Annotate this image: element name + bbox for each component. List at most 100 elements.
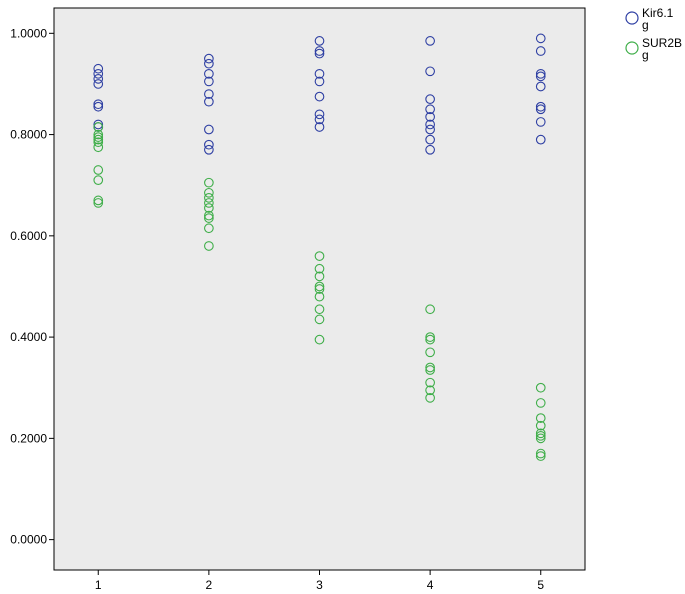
data-point (93, 132, 104, 142)
legend-label: g (642, 48, 649, 62)
data-point (535, 71, 546, 82)
data-point (204, 203, 214, 213)
data-point (204, 177, 214, 188)
data-point (425, 104, 435, 115)
data-point (314, 251, 325, 261)
data-point (204, 187, 214, 198)
data-point (535, 134, 546, 145)
data-point (93, 79, 104, 89)
data-point (204, 241, 214, 251)
data-point (535, 46, 546, 56)
data-point (314, 91, 325, 102)
y-tick-label: 0.8000 (10, 128, 47, 142)
x-tick-label: 2 (206, 578, 213, 592)
data-point (204, 213, 214, 223)
data-point (535, 101, 546, 112)
data-point (535, 413, 546, 423)
legend-label: SUR2B (642, 36, 682, 50)
data-point (535, 433, 546, 444)
data-point (425, 66, 435, 77)
data-point (204, 144, 214, 155)
data-point (425, 119, 435, 130)
data-point (314, 109, 325, 120)
data-point (425, 362, 435, 373)
data-point (314, 284, 325, 294)
data-point (425, 36, 435, 46)
x-tick-label: 4 (427, 578, 434, 592)
legend-label: g (642, 18, 649, 32)
data-point (314, 314, 325, 325)
data-point (93, 101, 104, 112)
data-point (204, 193, 214, 203)
data-point (314, 263, 325, 274)
data-point (204, 96, 214, 107)
legend-marker (625, 41, 639, 55)
data-point (535, 382, 546, 393)
x-tick-label: 1 (95, 578, 102, 592)
data-point (425, 365, 435, 375)
data-point (425, 112, 435, 122)
data-point (535, 33, 546, 44)
legend-item: Kir6.1g (625, 6, 674, 32)
data-points (93, 33, 546, 461)
series-kir6-1 (93, 33, 546, 155)
x-tick-label: 3 (316, 578, 323, 592)
data-point (425, 124, 435, 135)
data-point (314, 304, 325, 315)
data-point (314, 114, 325, 125)
data-point (93, 195, 104, 206)
data-point (314, 68, 325, 79)
data-point (535, 117, 546, 127)
data-point (535, 420, 546, 431)
data-point (204, 223, 214, 234)
data-point (93, 122, 104, 132)
plot-area (53, 7, 586, 571)
legend-label: Kir6.1 (642, 6, 674, 20)
data-point (204, 58, 214, 69)
data-point (314, 76, 325, 87)
data-point (93, 68, 104, 79)
x-tick-label: 5 (537, 578, 544, 592)
data-point (204, 68, 214, 79)
data-point (93, 129, 104, 140)
data-point (93, 119, 104, 130)
data-point (314, 291, 325, 302)
data-point (204, 124, 214, 135)
data-point (93, 165, 104, 175)
data-point (535, 68, 546, 79)
data-point (425, 94, 435, 104)
data-point (314, 271, 325, 282)
data-point (314, 36, 325, 46)
data-point (93, 142, 104, 153)
data-point (204, 76, 214, 87)
axes: 0.0000 0.2000 0.4000 0.6000 0.8000 1.0000 1 2 3 4… (10, 26, 544, 592)
data-point (425, 393, 435, 403)
data-point (425, 304, 435, 315)
y-tick-label: 0.4000 (10, 330, 47, 344)
data-point (93, 137, 104, 148)
data-point (204, 53, 214, 64)
data-point (314, 334, 325, 345)
data-point (204, 89, 214, 99)
data-point (204, 198, 214, 208)
data-point (314, 46, 325, 56)
data-point (425, 334, 435, 345)
data-point (93, 134, 104, 145)
data-point (535, 451, 546, 461)
data-point (314, 48, 325, 59)
data-point (93, 198, 104, 208)
data-point (204, 210, 214, 221)
data-point (535, 448, 546, 459)
data-point (535, 428, 546, 439)
y-tick-label: 0.6000 (10, 229, 47, 243)
y-tick-label: 1.0000 (10, 26, 47, 40)
data-point (535, 398, 546, 408)
data-point (425, 134, 435, 145)
data-point (535, 104, 546, 115)
data-point (535, 81, 546, 92)
data-point (314, 122, 325, 132)
y-tick-label: 0.0000 (10, 533, 47, 547)
